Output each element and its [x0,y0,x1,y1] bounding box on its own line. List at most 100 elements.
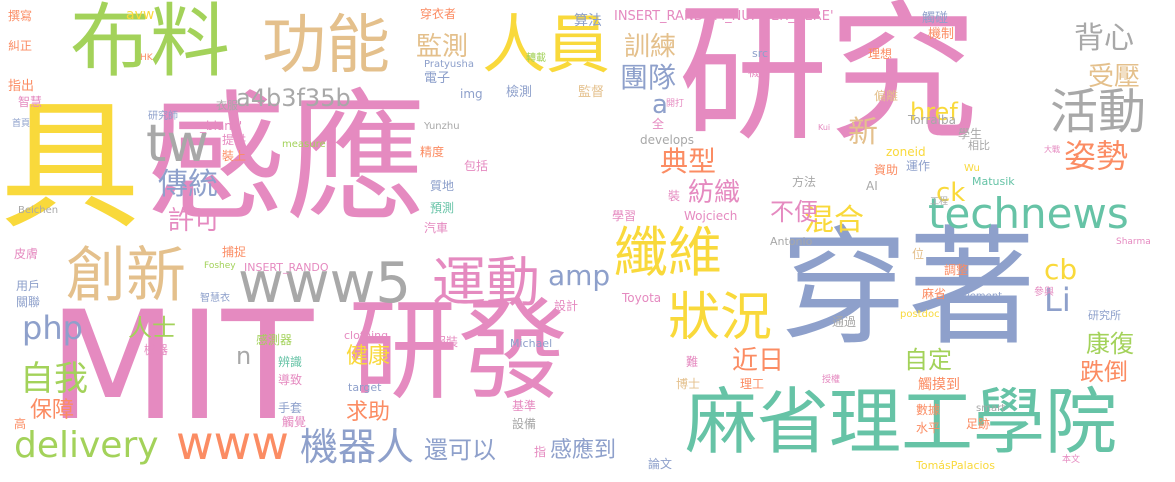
word-shou-ya: 受壓 [1088,62,1141,92]
word-bo-shi: 博士 [676,377,701,391]
word-ben-wen: 本文 [1062,455,1081,465]
word-zoneid: zoneid [886,145,926,159]
word-href: href [910,98,958,126]
word-ma-sheng-short: 麻省 [922,287,947,301]
word-li-xiang: 理想 [868,47,893,61]
word-zhuang: 裝 [668,189,681,203]
word-ji-qi: 機器 [144,343,169,357]
word-yunzhu: Yunzhu [424,121,460,132]
word-www: www [176,416,289,470]
word-beichen: Beichen [18,205,59,216]
word-quan: 全 [652,117,665,131]
word-bao-zhang: 保障 [30,398,75,423]
word-xue-sheng: 學生 [958,127,983,141]
word-torralba: Torralba [908,113,956,127]
word-bu-liao: 布料 [70,0,230,88]
word-movement: movement [948,291,1003,302]
word-can-yu: 參與 [1034,287,1054,298]
word-gan-ying: 感應 [146,78,427,241]
word-ji-zhun: 基準 [512,399,537,413]
word-shou-ye: 首頁 [12,119,31,129]
word-chuan-yi-zhe: 穿衣者 [420,7,457,21]
word-fang-fa: 方法 [792,175,817,189]
word-xin: 新 [848,115,878,150]
word-zi-ding: 自定 [904,346,952,374]
word-measure: measure [282,139,326,150]
word-foshey: Foshey [204,261,236,271]
word-shou-tao: 手套 [278,401,303,415]
word-pratyusha: Pratyusha [424,59,474,70]
word-ji-zhi: 機制 [928,27,955,42]
word-tomas-palacios: TomásPalacios [916,459,996,472]
word-sharma: Sharma [1116,237,1151,247]
word-php: php [22,309,83,347]
word-qi-che: 汽車 [424,221,449,235]
word-gong-cheng: 工程 [930,197,949,207]
word-gong-neng: 功能 [262,9,390,83]
word-die-dao: 跌倒 [1080,358,1128,386]
word-shu-ju: 數據 [916,403,941,417]
word-hai-ke-yi: 還可以 [424,436,496,464]
word-tiao-zheng: 調整 [944,263,969,277]
word-ai: AI [866,179,878,193]
word-dian-zi: 電子 [424,71,451,86]
word-mit: MIT [48,280,314,454]
word-zhuan-zai: 轉載 [526,53,546,64]
word-yun-dong: 運動 [432,251,540,314]
word-zhi-chu: 指出 [8,79,35,94]
word-shui-ping: 水平 [916,421,941,435]
word-src: src [752,47,769,60]
word-avw: avw [126,7,155,23]
word-zi-shi: 姿勢 [1064,137,1129,175]
word-li: Li [1044,281,1071,319]
word-huo-dong: 活動 [1050,84,1147,140]
word-xue-xi: 學習 [612,209,637,223]
word-bu-bian: 不便 [770,198,818,226]
word-bu-zhuo: 捕捉 [222,245,247,259]
word-hk: HK [140,53,153,63]
word-wojciech: Wojciech [684,209,738,223]
word-yan-jiu: 研究 [678,0,979,162]
word-tuan-dui: 團隊 [620,61,677,94]
word-ren-shi: 人士 [128,314,176,342]
word-da-zhan: 大戰 [1044,145,1060,154]
word-clothing: clothing [344,329,389,342]
word-bei-xin: 背心 [1074,21,1134,56]
word-jing-du: 精度 [420,145,445,159]
word-toyota: Toyota [622,291,662,305]
word-she-ji: 設計 [554,299,579,313]
word-shou-quan: 授權 [822,375,841,385]
word-yan-jiu-shi: 研究師 [148,111,178,122]
word-blank: _blank' [200,119,243,133]
word-ju: 具 [0,86,141,249]
word-chu-mo-dao: 觸摸到 [918,377,960,393]
word-bao-kuo: 包括 [464,159,489,173]
word-delivery: delivery [14,425,159,466]
word-postdoc: postdoc [900,309,940,320]
word-unwire: Unwire [854,71,893,84]
word-zhuang-kuang: 狀況 [668,288,773,348]
word-fu-zhuang: 服裝 [434,335,459,349]
word-jian-kang: 健康 [346,344,391,369]
word-jian-ce-2: 檢測 [506,85,533,100]
word-yong-hu: 用戶 [16,279,41,293]
word-a: a [652,90,668,120]
word-kui: Kui [818,123,831,132]
word-xu-ke: 許可 [168,206,221,236]
word-pi-fu: 皮膚 [14,247,39,261]
word-kai-fa: 開打 [666,99,685,109]
word-www5: www5 [238,251,412,316]
word-zu-ji: 足跡 [966,417,991,431]
word-jin-ri: 近日 [732,346,785,376]
word-insert-random-number-here: INSERT_RANDOM_NUMBER_HERE' [614,9,834,24]
word-kang-fu: 康復 [1086,330,1134,358]
word-smart: smart [976,403,1006,414]
word-zhi-hui-yi: 智慧衣 [200,293,230,304]
word-ti-gong: 提供 [222,133,247,147]
word-yan-fa: 研發 [348,287,568,415]
word-guan-lian: 關聯 [16,295,41,309]
word-zi-wo: 自我 [20,359,88,399]
word-amp: amp [548,259,611,292]
word-xun-lian: 訓練 [624,32,677,62]
